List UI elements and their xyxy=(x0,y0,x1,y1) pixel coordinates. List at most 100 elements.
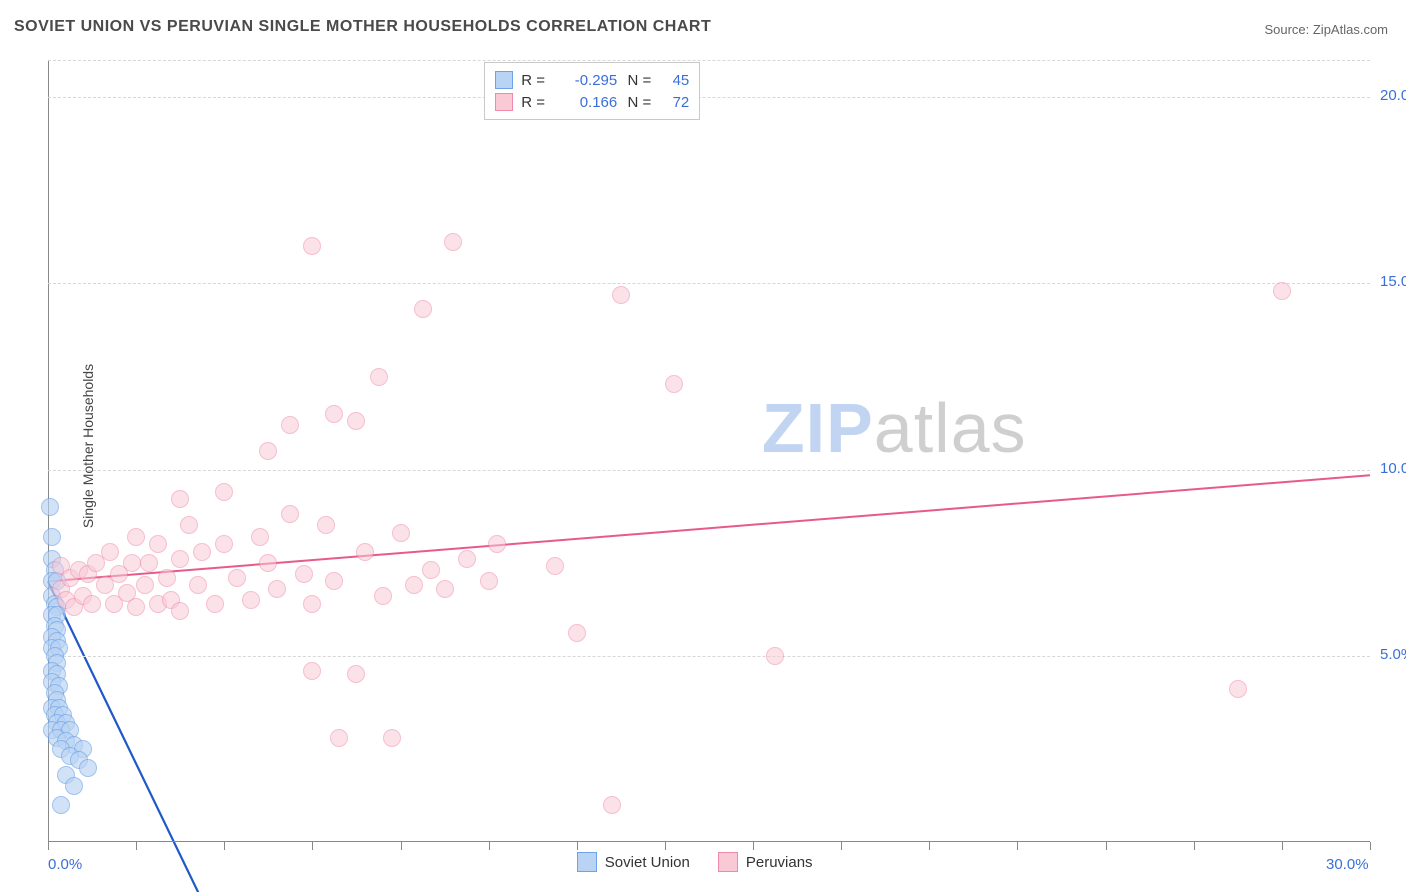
scatter-point xyxy=(193,543,211,561)
stats-legend-box: R = -0.295 N = 45R = 0.166 N = 72 xyxy=(484,62,700,120)
scatter-point xyxy=(303,237,321,255)
gridline-y xyxy=(48,656,1370,657)
scatter-point xyxy=(347,412,365,430)
scatter-point xyxy=(603,796,621,814)
scatter-point xyxy=(79,759,97,777)
scatter-point xyxy=(281,416,299,434)
scatter-point xyxy=(295,565,313,583)
trend-line xyxy=(48,475,1370,581)
scatter-point xyxy=(392,524,410,542)
scatter-point xyxy=(65,777,83,795)
legend-swatch xyxy=(495,71,513,89)
x-tick xyxy=(312,842,313,850)
scatter-point xyxy=(228,569,246,587)
scatter-point xyxy=(374,587,392,605)
x-tick xyxy=(841,842,842,850)
scatter-point xyxy=(347,665,365,683)
x-tick xyxy=(753,842,754,850)
scatter-point xyxy=(171,550,189,568)
scatter-point xyxy=(1273,282,1291,300)
legend-entry: Soviet Union xyxy=(577,852,690,872)
scatter-point xyxy=(480,572,498,590)
scatter-point xyxy=(383,729,401,747)
scatter-point xyxy=(766,647,784,665)
x-tick xyxy=(1017,842,1018,850)
scatter-point xyxy=(242,591,260,609)
x-tick xyxy=(1282,842,1283,850)
x-tick xyxy=(1370,842,1371,850)
scatter-point xyxy=(189,576,207,594)
scatter-point xyxy=(488,535,506,553)
stats-n-value: 72 xyxy=(659,94,689,111)
legend-label: Peruvians xyxy=(746,854,813,871)
scatter-point xyxy=(303,595,321,613)
scatter-point xyxy=(215,535,233,553)
x-tick xyxy=(577,842,578,850)
scatter-point xyxy=(251,528,269,546)
scatter-point xyxy=(171,490,189,508)
y-tick-label: 10.0% xyxy=(1380,460,1406,477)
plot-area: 5.0%10.0%15.0%20.0%0.0%30.0% xyxy=(48,60,1370,842)
chart-title: SOVIET UNION VS PERUVIAN SINGLE MOTHER H… xyxy=(14,18,711,36)
stats-n-value: 45 xyxy=(659,72,689,89)
legend-label: Soviet Union xyxy=(605,854,690,871)
scatter-point xyxy=(436,580,454,598)
x-tick xyxy=(224,842,225,850)
scatter-point xyxy=(41,498,59,516)
x-tick xyxy=(1106,842,1107,850)
scatter-point xyxy=(268,580,286,598)
scatter-point xyxy=(414,300,432,318)
scatter-point xyxy=(259,442,277,460)
correlation-scatter-chart: SOVIET UNION VS PERUVIAN SINGLE MOTHER H… xyxy=(0,0,1406,892)
trend-lines-layer xyxy=(48,60,1370,842)
legend-swatch xyxy=(495,93,513,111)
stats-r-value: -0.295 xyxy=(557,72,617,89)
gridline-y xyxy=(48,60,1370,61)
scatter-point xyxy=(43,528,61,546)
scatter-point xyxy=(158,569,176,587)
stats-n-label: N = xyxy=(625,72,651,89)
scatter-point xyxy=(612,286,630,304)
y-tick-label: 5.0% xyxy=(1380,646,1406,663)
legend-swatch xyxy=(718,852,738,872)
x-tick-label: 30.0% xyxy=(1326,856,1369,873)
stats-n-label: N = xyxy=(625,94,651,111)
scatter-point xyxy=(180,516,198,534)
scatter-point xyxy=(215,483,233,501)
stats-row: R = -0.295 N = 45 xyxy=(495,69,689,91)
scatter-point xyxy=(83,595,101,613)
scatter-point xyxy=(101,543,119,561)
stats-row: R =0.166N =72 xyxy=(495,91,689,113)
y-tick-label: 15.0% xyxy=(1380,273,1406,290)
scatter-point xyxy=(325,572,343,590)
gridline-y xyxy=(48,283,1370,284)
scatter-point xyxy=(52,796,70,814)
legend-entry: Peruvians xyxy=(718,852,813,872)
x-tick xyxy=(48,842,49,850)
scatter-point xyxy=(123,554,141,572)
stats-r-value: 0.166 xyxy=(557,94,617,111)
scatter-point xyxy=(149,535,167,553)
scatter-point xyxy=(317,516,335,534)
x-axis xyxy=(48,841,1370,842)
gridline-y xyxy=(48,97,1370,98)
scatter-point xyxy=(458,550,476,568)
x-tick xyxy=(489,842,490,850)
x-tick xyxy=(1194,842,1195,850)
scatter-point xyxy=(140,554,158,572)
scatter-point xyxy=(405,576,423,594)
gridline-y xyxy=(48,470,1370,471)
legend-swatch xyxy=(577,852,597,872)
scatter-point xyxy=(303,662,321,680)
scatter-point xyxy=(422,561,440,579)
scatter-point xyxy=(171,602,189,620)
scatter-point xyxy=(370,368,388,386)
scatter-point xyxy=(259,554,277,572)
stats-r-label: R = xyxy=(521,72,549,89)
scatter-point xyxy=(127,598,145,616)
scatter-point xyxy=(136,576,154,594)
x-tick-label: 0.0% xyxy=(48,856,82,873)
scatter-point xyxy=(444,233,462,251)
scatter-point xyxy=(1229,680,1247,698)
scatter-point xyxy=(665,375,683,393)
